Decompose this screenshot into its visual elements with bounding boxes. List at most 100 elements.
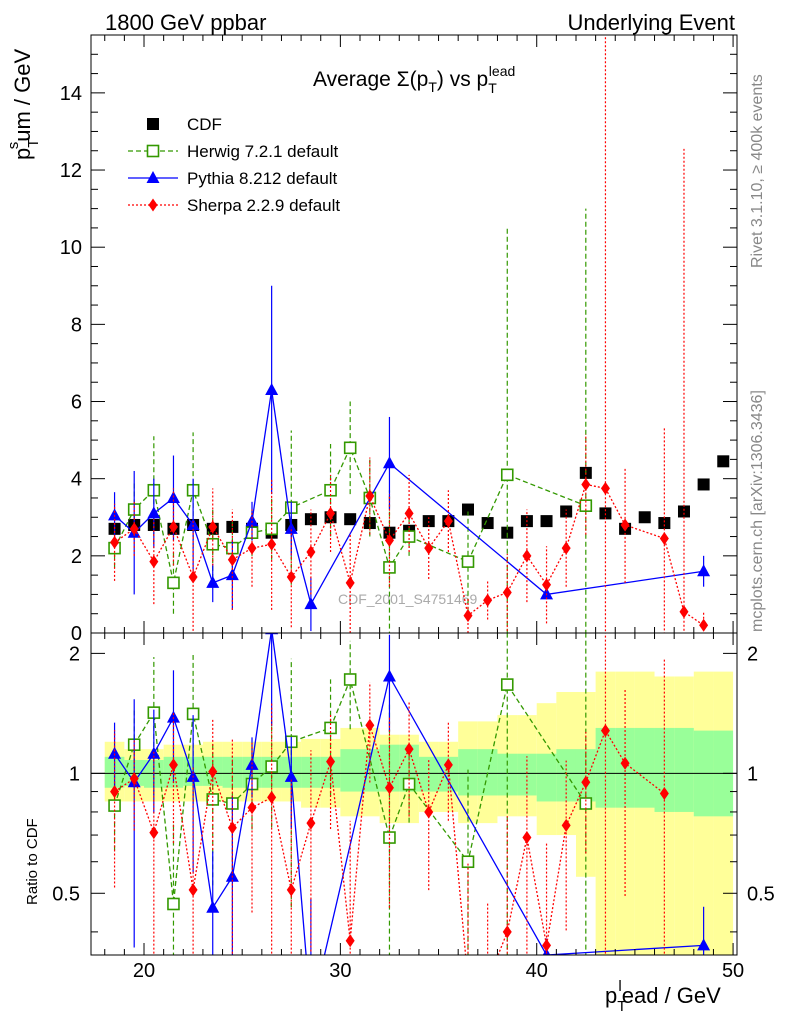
sherpa-ratio-marker: [188, 883, 198, 897]
y-tick-label: 6: [71, 392, 82, 414]
sherpa-marker: [384, 533, 394, 547]
ratio-y-tick-label: 1: [69, 763, 80, 785]
cdf-marker: [501, 526, 514, 539]
sherpa-marker: [522, 549, 532, 563]
pythia-marker: [697, 564, 711, 577]
cdf-marker: [304, 513, 317, 526]
sherpa-marker: [188, 570, 198, 584]
cdf-marker: [461, 503, 474, 516]
cdf-marker: [383, 526, 396, 539]
ratio-y-tick-label: 0.5: [52, 883, 80, 905]
header-left: 1800 GeV ppbar: [105, 10, 266, 35]
sherpa-marker: [227, 553, 237, 567]
mc-uncertainty-band-inner: [438, 756, 459, 792]
legend-marker-herwig: [146, 144, 160, 158]
pythia-ratio-marker: [284, 769, 298, 782]
mc-uncertainty-band-outer: [634, 671, 655, 955]
sherpa-marker: [443, 514, 453, 528]
x-axis-label: pTlead / GeV: [605, 978, 721, 1015]
side-label-top: Rivet 3.1.10, ≥ 400k events: [749, 74, 766, 268]
sherpa-ratio-marker: [326, 755, 336, 769]
cdf-marker: [560, 505, 573, 518]
sherpa-ratio-marker: [247, 801, 257, 815]
sherpa-marker: [267, 537, 277, 551]
sherpa-ratio-marker: [208, 765, 218, 779]
sherpa-ratio-marker: [306, 816, 316, 830]
sherpa-marker: [129, 522, 139, 536]
cdf-marker: [344, 513, 357, 526]
sherpa-marker: [247, 541, 257, 555]
pythia-marker: [147, 506, 161, 519]
sherpa-ratio-marker: [502, 925, 512, 939]
pythia-ratio-marker: [304, 1006, 317, 1018]
ratio-y-tick-label: 2: [69, 643, 80, 665]
sherpa-marker: [463, 609, 473, 623]
main-ylabel: pTsum / GeV: [5, 49, 42, 160]
pythia-ratio-marker: [265, 633, 279, 635]
mc-uncertainty-band-inner: [497, 753, 518, 796]
sherpa-ratio-marker: [110, 785, 120, 799]
ratio-plot-frame: [90, 632, 738, 956]
herwig-marker: [167, 576, 180, 590]
sherpa-ratio-marker: [463, 975, 472, 988]
sherpa-marker: [345, 576, 355, 590]
sherpa-ratio-marker: [561, 818, 571, 832]
cdf-marker: [363, 517, 376, 530]
pythia-ratio-marker: [108, 746, 122, 759]
sherpa-marker: [208, 520, 218, 534]
ratio-y-tick-label-right: 2: [747, 643, 758, 665]
mc-uncertainty-band-inner: [340, 749, 361, 792]
herwig-ratio-marker: [500, 678, 514, 691]
y-tick-label: 14: [60, 83, 82, 105]
mc-uncertainty-band-inner: [674, 727, 694, 812]
sherpa-ratio-marker: [365, 718, 375, 732]
herwig-ratio-marker: [167, 897, 180, 911]
mc-uncertainty-band-inner: [477, 749, 498, 796]
sherpa-marker: [620, 518, 630, 532]
sherpa-line: [114, 483, 704, 626]
ratio-y-tick-label-right: 1: [747, 763, 758, 785]
cdf-marker: [717, 455, 730, 468]
sherpa-ratio-line: [114, 725, 665, 955]
mc-uncertainty-band-inner: [517, 753, 537, 796]
sherpa-ratio-marker: [659, 786, 669, 800]
sherpa-marker: [404, 506, 414, 520]
side-label-bottom: mcplots.cern.ch [arXiv:1306.3436]: [749, 390, 766, 632]
sherpa-ratio-marker: [581, 775, 591, 789]
pythia-ratio-line: [114, 633, 704, 955]
x-tick-label: 20: [133, 960, 155, 982]
herwig-ratio-marker: [265, 760, 278, 773]
header-right: Underlying Event: [567, 10, 735, 35]
main-title: Average Σ(pT) vs pTlead: [313, 63, 515, 96]
herwig-marker: [461, 555, 475, 568]
pythia-ratio-marker: [206, 900, 220, 913]
legend-label-herwig: Herwig 7.2.1 default: [187, 142, 338, 161]
sherpa-marker: [600, 481, 610, 495]
sherpa-marker: [110, 535, 120, 549]
herwig-marker: [402, 530, 416, 543]
legend-label-pythia: Pythia 8.212 default: [187, 169, 338, 188]
legend-label-sherpa: Sherpa 2.2.9 default: [187, 196, 340, 215]
pythia-ratio-marker: [382, 669, 396, 682]
sherpa-marker: [306, 545, 316, 559]
sherpa-ratio-marker: [600, 724, 610, 738]
sherpa-ratio-marker: [542, 938, 552, 952]
sherpa-marker: [581, 477, 591, 491]
herwig-line: [113, 446, 587, 583]
cdf-marker: [658, 517, 671, 530]
x-tick-label: 50: [722, 960, 744, 982]
cdf-marker: [638, 511, 651, 524]
svg-text:pTsum / GeV: pTsum / GeV: [5, 49, 42, 160]
y-tick-label: 10: [60, 237, 82, 259]
pythia-marker: [245, 514, 259, 527]
x-tick-label: 30: [329, 960, 351, 982]
legend-marker-pythia: [146, 171, 160, 183]
pythia-marker: [108, 508, 122, 521]
ratio-ylabel: Ratio to CDF: [24, 818, 41, 905]
mc-uncertainty-band-inner: [575, 749, 596, 802]
sherpa-ratio-marker: [620, 756, 630, 770]
herwig-ratio-marker: [343, 673, 357, 686]
sherpa-marker: [542, 578, 552, 592]
herwig-marker: [343, 441, 357, 455]
y-tick-label: 2: [71, 546, 82, 568]
